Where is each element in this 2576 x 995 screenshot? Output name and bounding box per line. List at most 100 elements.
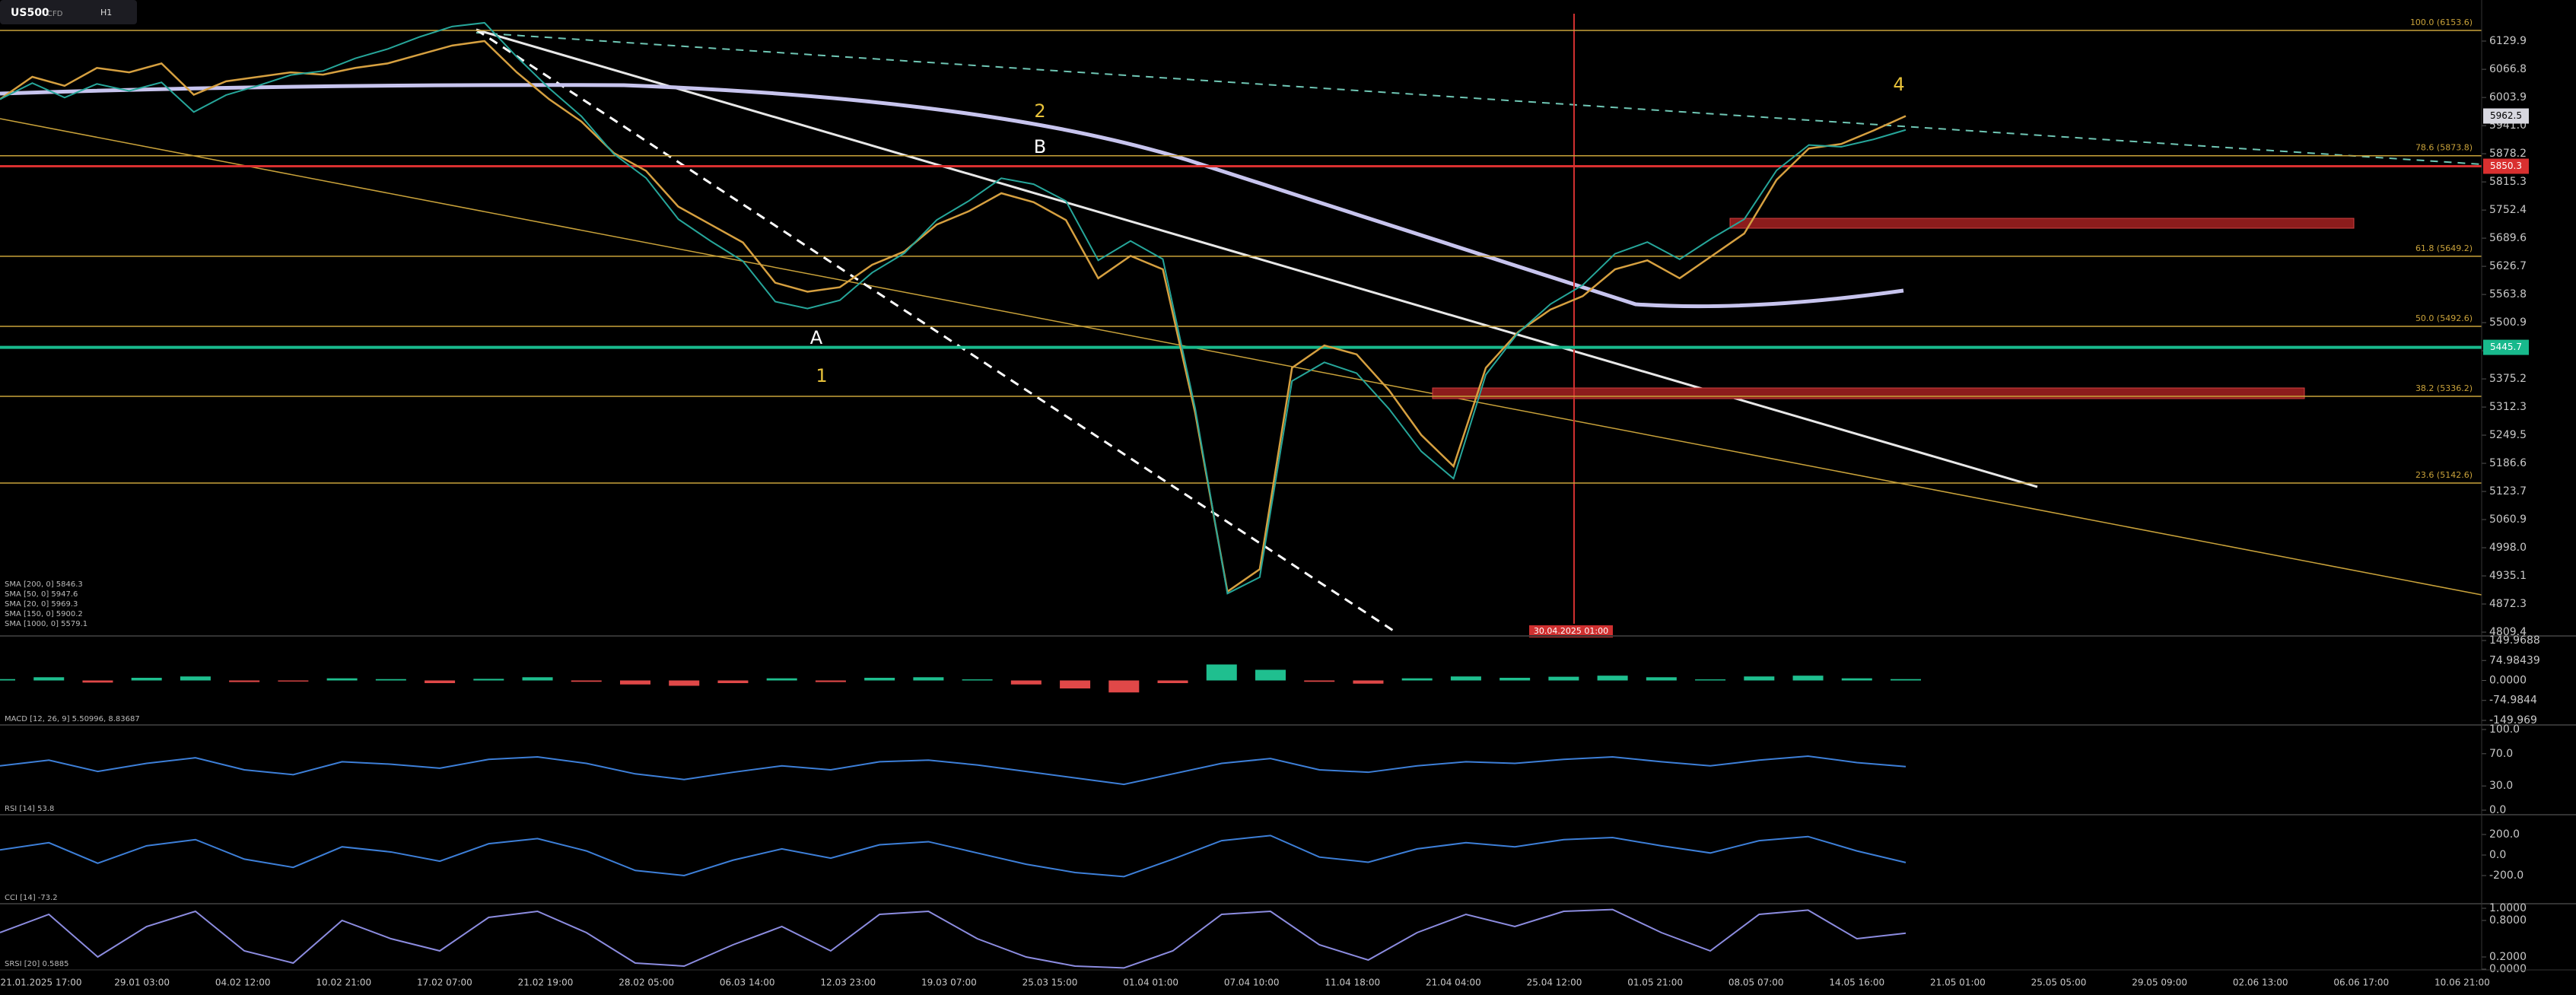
- price-tag: [2483, 108, 2529, 124]
- indicator-tick-label: 0.0000: [2489, 674, 2527, 686]
- price-tick-label: 5375.2: [2489, 373, 2527, 385]
- macd-bar: [0, 679, 15, 681]
- macd-bar: [1450, 676, 1481, 681]
- indicator-line: [0, 755, 1907, 786]
- macd-bar: [180, 676, 211, 681]
- macd-bar: [1695, 679, 1726, 681]
- time-label: 06.03 14:00: [720, 978, 775, 988]
- indicator-tick-label: 149.9688: [2489, 634, 2540, 647]
- time-label: 29.05 09:00: [2132, 978, 2187, 988]
- time-label: 02.06 13:00: [2233, 978, 2288, 988]
- macd-bar: [1353, 680, 1384, 684]
- macd-bar: [1401, 678, 1433, 681]
- sma-legend: SMA [200, 0] 5846.3: [5, 580, 83, 589]
- macd-bar: [425, 680, 456, 684]
- macd-bar: [815, 680, 846, 682]
- macd-bar: [766, 678, 797, 681]
- price-line: [0, 40, 1907, 593]
- price-tick-label: 4935.1: [2489, 570, 2527, 582]
- indicator-tick-label: 30.0: [2489, 780, 2513, 792]
- macd-bar: [1792, 676, 1824, 681]
- macd-bar: [522, 677, 553, 681]
- indicator-tick-label: 200.0: [2489, 828, 2520, 841]
- indicator-tick-label: 70.0: [2489, 748, 2513, 760]
- crosshair-tag: [1529, 625, 1613, 637]
- time-label: 06.06 17:00: [2333, 978, 2389, 988]
- price-tick-label: 6066.8: [2489, 63, 2527, 75]
- macd-bar: [1597, 676, 1628, 681]
- indicator-tick-label: 0.0: [2489, 849, 2506, 861]
- sma-1000: [0, 83, 1904, 309]
- fib-label: 78.6 (5873.8): [2415, 143, 2473, 153]
- indicator-tick-label: 0.2000: [2489, 951, 2527, 963]
- price-tick-label: 5500.9: [2489, 316, 2527, 329]
- price-tick-label: 5563.8: [2489, 288, 2527, 300]
- macd-bar: [473, 679, 504, 681]
- indicator-line: [0, 908, 1907, 969]
- price-tick-label: 5123.7: [2489, 485, 2527, 498]
- macd-bar: [1010, 680, 1042, 685]
- indicator-tick-label: 100.0: [2489, 723, 2520, 736]
- time-label: 19.03 07:00: [921, 978, 977, 988]
- fib-label: 50.0 (5492.6): [2415, 313, 2473, 323]
- indicator-legend: SRSI [20] 0.5885: [5, 960, 68, 968]
- price-tag: [2483, 339, 2529, 355]
- drawings: [0, 14, 2482, 634]
- time-label: 10.06 21:00: [2434, 978, 2490, 988]
- macd-bar: [1744, 676, 1775, 681]
- sma-legend: SMA [150, 0] 5900.2: [5, 610, 83, 618]
- price-tag: [2483, 158, 2529, 174]
- macd-bar: [229, 680, 260, 682]
- time-label: 10.02 21:00: [316, 978, 371, 988]
- indicator-tick-label: 0.0000: [2489, 963, 2527, 975]
- timeframe[interactable]: H1: [100, 8, 112, 17]
- trendline: [475, 32, 2482, 165]
- macd-bar: [913, 677, 944, 681]
- macd-bar: [864, 677, 895, 681]
- price-tick-label: 5186.6: [2489, 457, 2527, 469]
- time-label: 14.05 16:00: [1829, 978, 1884, 988]
- macd-bar: [278, 680, 309, 682]
- sma-legend: SMA [1000, 0] 5579.1: [5, 620, 87, 628]
- time-label: 25.04 12:00: [1527, 978, 1582, 988]
- indicator-legend: MACD [12, 26, 9] 5.50996, 8.83687: [5, 715, 140, 723]
- time-label: 21.01.2025 17:00: [0, 978, 81, 988]
- indicator-tick-label: -149.969: [2489, 714, 2537, 726]
- time-label: 11.04 18:00: [1325, 978, 1380, 988]
- macd-bar: [131, 677, 162, 681]
- wave-label: 1: [816, 365, 827, 386]
- indicator-tick-label: 0.0: [2489, 804, 2506, 816]
- symbol[interactable]: US500: [11, 7, 49, 19]
- macd-bar: [669, 680, 700, 686]
- price-tick-label: 4872.3: [2489, 598, 2527, 610]
- indicator-tick-label: 74.98439: [2489, 654, 2540, 666]
- trendline: [475, 28, 2038, 488]
- macd-bar: [1060, 680, 1091, 689]
- wave-label: B: [1034, 136, 1046, 157]
- price-tick-label: 5752.4: [2489, 204, 2527, 216]
- price-tick-label: 5312.3: [2489, 401, 2527, 413]
- macd-bar: [1304, 680, 1335, 682]
- zone: [1432, 387, 2305, 399]
- price-tag-label: 5962.5: [2490, 110, 2522, 121]
- indicator-legend: RSI [14] 53.8: [5, 805, 54, 813]
- price-tick-label: 6129.9: [2489, 35, 2527, 47]
- symbol-type: CFD: [47, 10, 63, 18]
- trendline: [475, 28, 1398, 634]
- macd-bar: [717, 680, 749, 684]
- symbol-box[interactable]: [0, 0, 137, 24]
- indicator-tick-label: -200.0: [2489, 869, 2524, 882]
- crosshair-label: 30.04.2025 01:00: [1534, 626, 1608, 636]
- wave-label: 2: [1034, 100, 1045, 122]
- macd-bar: [1646, 677, 1677, 681]
- indicator-legend: CCI [14] -73.2: [5, 894, 58, 902]
- price-tick-label: 5060.9: [2489, 513, 2527, 526]
- price-tick-label: 6003.9: [2489, 91, 2527, 103]
- time-label: 01.05 21:00: [1627, 978, 1683, 988]
- macd-bar: [82, 680, 113, 683]
- macd-bar: [1206, 664, 1237, 681]
- indicator-tick-label: -74.9844: [2489, 695, 2537, 707]
- macd-bar: [620, 680, 650, 685]
